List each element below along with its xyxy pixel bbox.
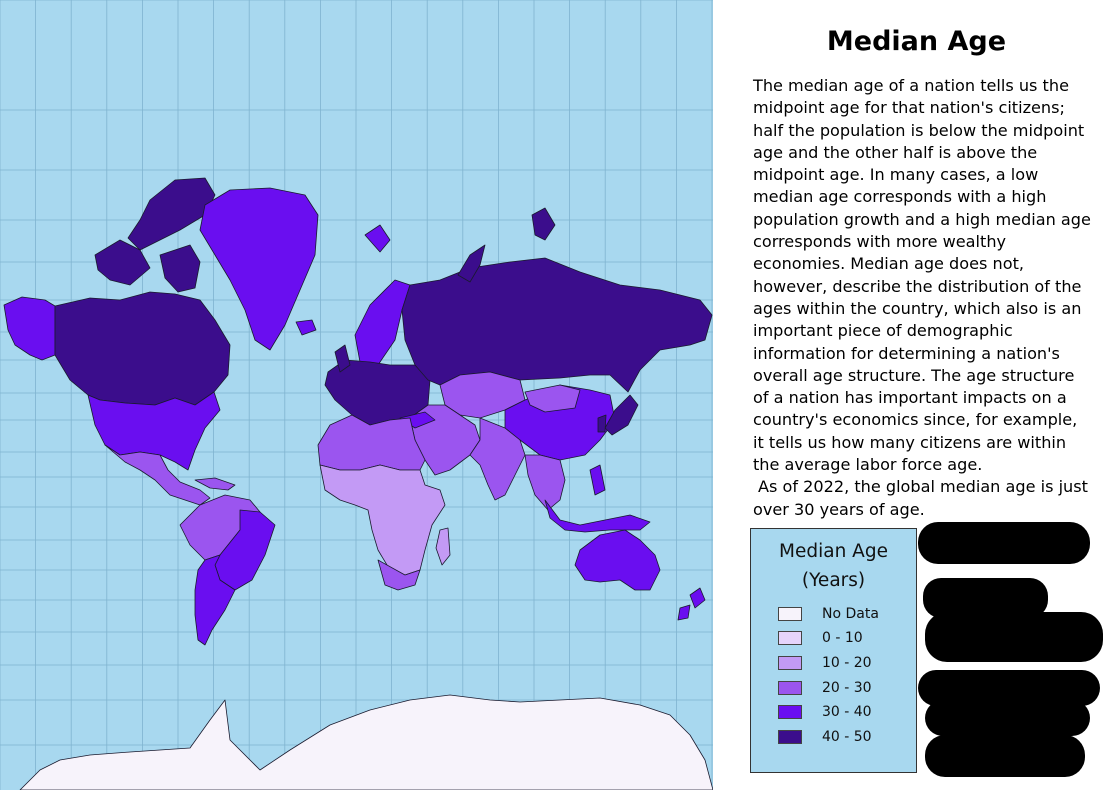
region-iceland <box>295 319 317 336</box>
legend-item: 20 - 30 <box>778 678 872 698</box>
legend-item: 0 - 10 <box>778 628 863 648</box>
region-sub-saharan-africa <box>319 464 446 576</box>
region-mongolia <box>524 384 581 413</box>
legend-title-line1: Median Age <box>779 541 888 562</box>
region-canada <box>54 291 231 406</box>
region-novaya-zemlya <box>457 244 486 283</box>
region-australia <box>574 529 661 591</box>
legend-label: 0 - 10 <box>822 630 863 646</box>
region-new-zealand-south <box>677 604 691 621</box>
region-southeast-asia <box>524 454 566 511</box>
legend-swatch <box>778 730 802 744</box>
region-svalbard <box>364 224 391 253</box>
region-south-america-south <box>194 554 236 646</box>
legend-swatch <box>778 631 802 645</box>
legend-label: No Data <box>822 606 879 622</box>
region-india <box>469 417 526 501</box>
region-baffin <box>159 244 201 293</box>
region-greenland <box>199 187 319 351</box>
region-southern-africa <box>377 559 421 591</box>
redaction-mark <box>918 522 1090 564</box>
legend-title: Median Age (Years) <box>751 537 916 595</box>
region-mexico <box>104 444 211 506</box>
region-philippines <box>589 464 606 496</box>
region-uk <box>334 344 351 373</box>
legend-label: 20 - 30 <box>822 680 872 696</box>
redaction-mark <box>925 700 1090 736</box>
redaction-mark <box>923 578 1048 618</box>
legend-item: 40 - 50 <box>778 727 872 747</box>
region-arctic-islands <box>127 177 216 251</box>
region-indonesia <box>544 499 651 533</box>
legend-label: 10 - 20 <box>822 655 872 671</box>
description-paragraph-2: As of 2022, the global median age is jus… <box>753 477 1088 519</box>
region-antarctica <box>19 694 713 790</box>
description-paragraph-1: The median age of a nation tells us the … <box>753 76 1091 475</box>
region-korea <box>597 414 607 433</box>
legend: Median Age (Years) No Data 0 - 10 10 - 2… <box>750 528 917 773</box>
region-madagascar <box>435 527 451 566</box>
legend-item: 30 - 40 <box>778 702 872 722</box>
region-alaska <box>3 296 56 361</box>
legend-label: 40 - 50 <box>822 729 872 745</box>
legend-title-line2: (Years) <box>801 570 866 591</box>
legend-swatch <box>778 681 802 695</box>
world-map <box>0 0 713 790</box>
region-severnaya <box>531 207 556 241</box>
legend-swatch <box>778 656 802 670</box>
region-caribbean <box>194 477 236 491</box>
redaction-mark <box>925 735 1085 777</box>
redaction-mark <box>925 612 1103 662</box>
legend-item: 10 - 20 <box>778 653 872 673</box>
legend-label: 30 - 40 <box>822 704 872 720</box>
legend-swatch <box>778 705 802 719</box>
page-title: Median Age <box>826 26 1007 57</box>
region-russia <box>401 257 713 393</box>
region-arctic-islands-2 <box>94 239 151 286</box>
description: The median age of a nation tells us the … <box>753 75 1093 521</box>
legend-item: No Data <box>778 604 879 624</box>
region-new-zealand <box>689 587 706 609</box>
legend-swatch <box>778 607 802 621</box>
